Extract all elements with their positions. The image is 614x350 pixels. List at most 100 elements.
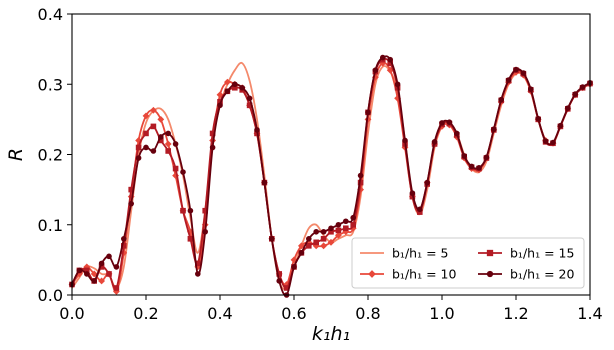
data-point [246,102,253,109]
data-point [172,165,179,172]
legend-marker [368,270,376,278]
data-point [343,225,349,232]
x-tick-label: 1.0 [429,304,454,323]
data-point [239,84,245,91]
data-point [254,127,260,133]
data-point [513,66,519,73]
data-point [143,144,149,151]
data-point [335,231,342,239]
data-point [491,126,497,133]
data-point [572,91,578,97]
data-point [217,102,223,109]
data-point [224,88,231,95]
data-point [158,134,164,140]
data-point [121,236,127,242]
data-point [276,278,283,284]
data-point [454,130,460,137]
x-axis-label: k₁h₁ [312,323,350,345]
data-point [409,190,416,196]
data-point [350,214,357,221]
data-point [135,137,142,144]
data-point [121,243,127,249]
data-point [106,253,112,260]
data-point [106,271,112,277]
data-point [520,70,527,76]
y-tick-label: 0.3 [38,75,63,94]
data-point [565,105,571,111]
data-point [113,285,120,291]
data-point [90,270,98,278]
data-point [269,236,275,242]
data-point [84,267,90,274]
data-point [320,236,327,242]
y-axis-label: R [5,148,27,161]
data-point [164,140,172,148]
data-point [98,260,105,267]
data-point [261,179,268,186]
data-point [113,264,120,270]
data-point [313,228,320,235]
y-tick-label: 0.0 [38,286,63,305]
data-point [357,179,364,186]
data-point [431,139,438,145]
data-point [202,207,208,214]
data-point [291,264,297,270]
data-point [417,206,423,213]
data-point [150,123,157,130]
data-point [165,148,171,154]
data-point [461,153,468,159]
data-point [128,186,134,193]
data-point [468,163,475,170]
data-point [439,120,445,126]
data-point [165,130,171,137]
data-point [232,84,238,91]
x-tick-label: 1.4 [577,304,602,323]
data-point [335,227,342,234]
x-tick-label: 0.8 [355,304,380,323]
data-point [357,172,364,179]
data-point [84,271,90,277]
data-point [187,207,194,214]
legend-item: b₁/h₁ = 15 [478,246,574,261]
data-point [276,271,282,277]
x-tick-label: 0.2 [133,304,158,323]
data-point [150,106,157,114]
data-point [306,243,312,249]
legend-box [351,237,585,289]
data-point [380,54,386,61]
data-point [195,271,201,277]
data-point [150,148,157,154]
data-point [542,138,549,144]
data-point [283,285,290,291]
legend: b₁/h₁ = 5 b₁/h₁ = 10 b₁/h₁ = 15 b₁/h₁ = 20 [351,237,585,289]
data-point [143,130,149,137]
data-point [320,242,327,250]
data-point [535,115,541,122]
data-point [180,169,186,175]
data-point [579,84,586,90]
data-point [217,99,223,105]
data-point [350,221,356,228]
data-point [557,122,564,129]
data-point [446,119,453,125]
data-point [142,112,150,120]
data-point [402,137,408,144]
data-point [290,256,298,264]
data-point [120,249,128,257]
data-point [328,225,334,232]
data-point [135,144,142,151]
data-point [91,278,97,284]
legend-marker [486,249,494,257]
data-point [187,236,194,242]
data-point [328,228,334,235]
series-layer [68,54,594,298]
data-point [98,264,105,270]
data-point [128,200,134,207]
data-point [387,56,394,63]
data-point [476,165,482,171]
data-point [172,141,179,147]
data-point [372,67,379,73]
data-point [76,267,83,274]
data-point [505,77,512,83]
data-point [417,209,423,215]
